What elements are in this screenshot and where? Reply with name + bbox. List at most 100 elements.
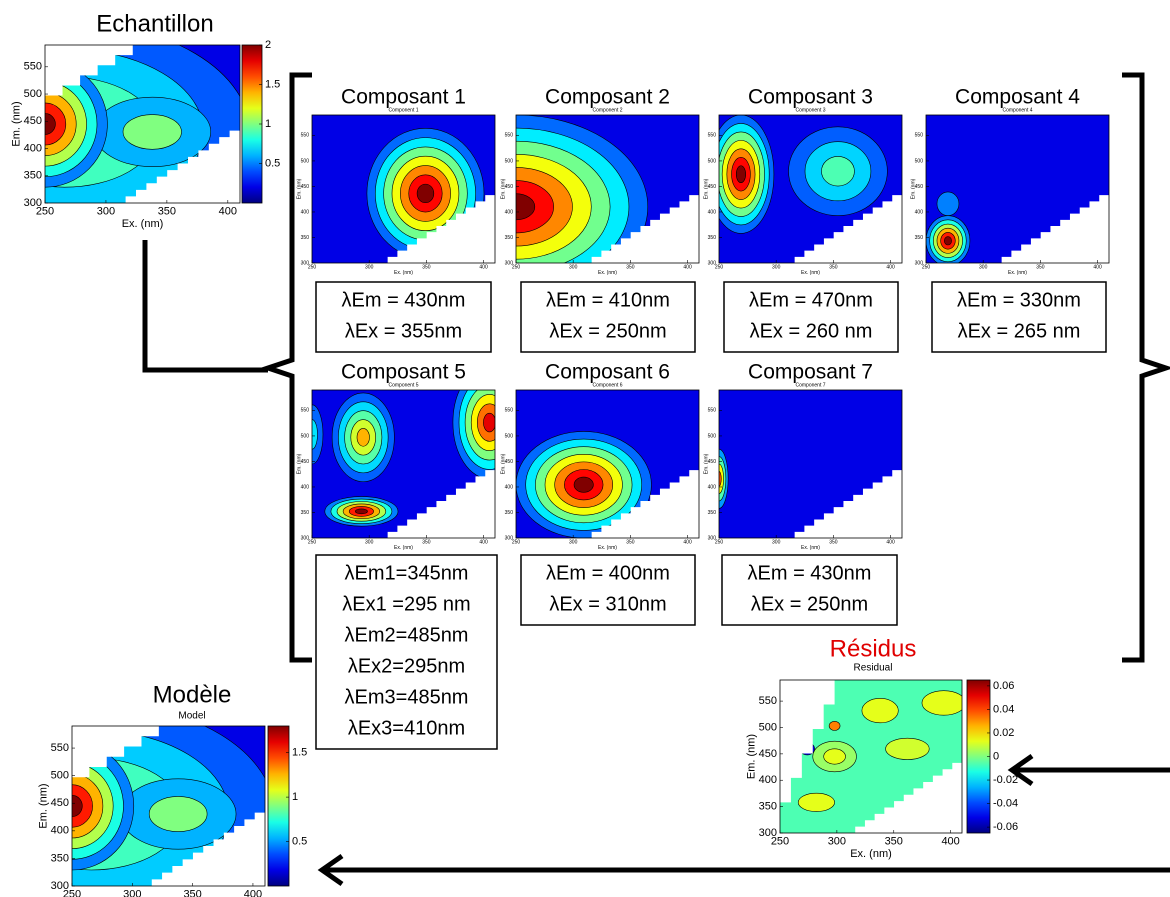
x-tick-label: 300 — [365, 264, 374, 270]
missing-region — [115, 124, 240, 203]
peak-box — [721, 554, 898, 626]
x-tick-label: 250 — [922, 264, 931, 270]
peak-box — [723, 281, 899, 353]
y-tick-label: 500 — [708, 433, 717, 439]
contour-level — [944, 236, 952, 246]
contour-plot — [719, 390, 902, 538]
x-tick-label: 300 — [979, 264, 988, 270]
x-tick-label: 350 — [885, 836, 903, 848]
contour-level — [861, 698, 899, 724]
y-tick-label: 350 — [708, 235, 717, 241]
y-axis-label: Em. (nm) — [703, 453, 709, 474]
y-tick-label: 350 — [759, 801, 777, 813]
contour-plot — [516, 390, 699, 538]
plot-subtitle: Component 3 — [795, 107, 825, 113]
y-tick-label: 550 — [51, 742, 69, 754]
contour-level — [483, 412, 495, 433]
x-tick-label: 250 — [715, 539, 724, 545]
x-tick-label: 350 — [626, 539, 635, 545]
x-tick-label: 300 — [772, 264, 781, 270]
y-tick-label: 400 — [301, 484, 310, 490]
contour-level — [72, 795, 83, 817]
peak-text: λEm = 400nm — [546, 562, 670, 584]
x-tick-label: 250 — [512, 539, 521, 545]
colorbar-tick-label: 0.06 — [993, 680, 1014, 692]
y-tick-label: 450 — [915, 184, 924, 190]
colorbar-tick-label: 1.5 — [292, 747, 307, 759]
plot-subtitle: Residual — [854, 663, 893, 674]
y-tick-label: 550 — [301, 408, 310, 414]
y-tick-label: 550 — [759, 695, 777, 707]
plot-title: Composant 1 — [341, 86, 466, 109]
y-tick-label: 300 — [915, 260, 924, 266]
x-tick-label: 250 — [771, 836, 789, 848]
plot-title: Composant 6 — [545, 361, 670, 384]
y-axis-label: Em. (nm) — [37, 783, 49, 828]
y-tick-label: 550 — [505, 133, 514, 139]
x-tick-label: 400 — [1093, 264, 1102, 270]
y-tick-label: 300 — [51, 880, 69, 892]
x-tick-label: 400 — [479, 264, 488, 270]
y-axis-label: Em. (nm) — [500, 453, 506, 474]
plot-subtitle: Model — [178, 711, 205, 722]
contour-level — [416, 183, 435, 204]
x-tick-label: 350 — [626, 264, 635, 270]
missing-region — [72, 726, 159, 778]
plot-title: Echantillon — [96, 10, 213, 37]
x-tick-label: 300 — [365, 539, 374, 545]
peak-box — [315, 281, 492, 353]
plot-subtitle: Component 4 — [1002, 107, 1032, 113]
x-axis-label: Ex. (nm) — [801, 270, 820, 276]
missing-region — [581, 189, 699, 263]
plot-title: Résidus — [830, 635, 917, 662]
x-tick-label: 350 — [422, 539, 431, 545]
plot-frame — [515, 389, 700, 539]
plot-frame — [779, 679, 963, 834]
x-axis-label: Ex. (nm) — [801, 545, 820, 551]
contour-plot — [780, 680, 962, 833]
y-tick-label: 400 — [301, 209, 310, 215]
missing-region — [991, 189, 1109, 263]
y-tick-label: 450 — [505, 459, 514, 465]
y-tick-label: 550 — [505, 408, 514, 414]
missing-region — [780, 680, 835, 803]
plot-subtitle: Component 5 — [388, 382, 418, 388]
colorbar-tick-label: 1 — [292, 791, 298, 803]
y-tick-label: 550 — [708, 408, 717, 414]
contour-level — [823, 748, 846, 765]
y-tick-label: 500 — [759, 721, 777, 733]
y-tick-label: 400 — [24, 142, 42, 154]
x-tick-label: 250 — [63, 889, 81, 897]
y-tick-label: 450 — [24, 115, 42, 127]
y-tick-label: 500 — [24, 88, 42, 100]
x-tick-label: 350 — [1036, 264, 1045, 270]
plot-title: Composant 4 — [955, 86, 1080, 109]
peak-box — [520, 281, 696, 353]
right-bracket — [1122, 72, 1170, 663]
x-tick-label: 250 — [512, 264, 521, 270]
peak-text: λEx = 355nm — [345, 320, 462, 342]
y-tick-label: 450 — [505, 184, 514, 190]
colorbar-tick-label: -0.06 — [993, 821, 1018, 833]
y-tick-label: 550 — [24, 61, 42, 73]
y-tick-label: 500 — [51, 770, 69, 782]
y-tick-label: 450 — [708, 459, 717, 465]
y-tick-label: 350 — [915, 235, 924, 241]
x-axis-label: Ex. (nm) — [598, 545, 617, 551]
plot-frame — [515, 114, 700, 264]
plot-title: Composant 7 — [748, 361, 873, 384]
contour-level — [885, 737, 930, 760]
y-axis-label: Em. (nm) — [500, 178, 506, 199]
plot-subtitle: Component 6 — [592, 382, 622, 388]
peak-text: λEm = 470nm — [749, 289, 873, 311]
missing-region — [377, 464, 495, 538]
y-tick-label: 450 — [708, 184, 717, 190]
y-tick-label: 400 — [915, 209, 924, 215]
arrow-to-model — [317, 853, 1170, 887]
x-tick-label: 250 — [308, 539, 317, 545]
y-tick-label: 300 — [24, 197, 42, 209]
colorbar — [966, 679, 991, 834]
y-tick-label: 400 — [505, 209, 514, 215]
x-tick-label: 400 — [886, 539, 895, 545]
